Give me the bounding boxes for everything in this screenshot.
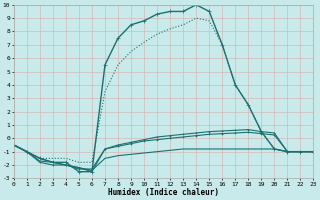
X-axis label: Humidex (Indice chaleur): Humidex (Indice chaleur): [108, 188, 219, 197]
